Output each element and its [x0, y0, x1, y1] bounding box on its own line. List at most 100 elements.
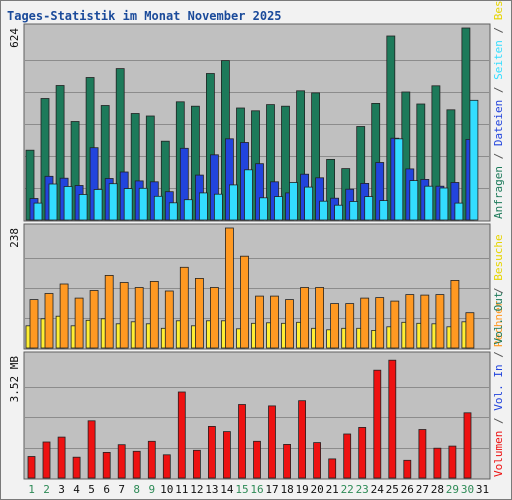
legend-entry: / [492, 146, 505, 166]
rechner-bar-day-18 [285, 299, 294, 349]
volumen-bar-day-2 [42, 441, 51, 479]
volumen-bar-day-9 [147, 440, 156, 479]
volumen-bar-day-30 [463, 412, 472, 479]
day-label-25: 25 [386, 483, 399, 496]
seiten-bar-day-20 [319, 200, 329, 221]
seiten-bar-day-8 [138, 187, 148, 221]
rechner-bar-day-15 [240, 255, 249, 349]
rechner-bar-day-29 [450, 279, 460, 349]
rechner-bar-day-27 [420, 294, 430, 349]
day-label-6: 6 [103, 483, 110, 496]
seiten-bar-day-27 [424, 185, 434, 221]
day-label-21: 21 [326, 483, 339, 496]
rechner-bar-day-7 [119, 282, 129, 349]
volumen-bar-day-8 [132, 450, 141, 479]
seiten-bar-day-6 [108, 183, 118, 221]
rechner-bar-day-6 [104, 274, 114, 349]
seiten-bar-day-25 [394, 138, 404, 221]
seiten-bar-day-7 [123, 188, 133, 221]
day-label-17: 17 [265, 483, 278, 496]
panel-2-legend: Rechner / Besuche [492, 234, 505, 347]
rechner-bar-day-25 [390, 300, 400, 349]
volumen-bar-day-11 [177, 391, 186, 479]
rechner-bar-day-8 [134, 287, 144, 349]
rechner-bar-day-9 [149, 280, 159, 349]
day-label-4: 4 [73, 483, 80, 496]
day-label-30: 30 [461, 483, 474, 496]
rechner-bar-day-12 [194, 277, 204, 349]
day-label-26: 26 [401, 483, 414, 496]
volumen-bar-day-16 [253, 440, 261, 479]
volumen-bar-day-5 [87, 420, 96, 479]
day-label-22: 22 [341, 483, 354, 496]
legend-entry: Anfragen [492, 166, 505, 219]
legend-entry: / [492, 80, 505, 100]
panel-3-legend: Volumen / Vol. In / Vol. Out [492, 292, 505, 477]
day-label-10: 10 [160, 483, 173, 496]
volumen-bar-day-26 [403, 459, 412, 479]
rechner-bar-day-13 [209, 287, 219, 349]
seiten-bar-day-2 [48, 183, 58, 221]
volumen-bar-day-28 [433, 447, 442, 479]
rechner-bar-day-16 [255, 295, 264, 349]
volumen-bar-day-15 [238, 404, 246, 479]
legend-entry: Vol. Out [492, 292, 505, 345]
legend-entry: Seiten [492, 40, 505, 80]
seiten-bar-day-19 [304, 186, 314, 221]
volumen-bar-day-13 [207, 425, 216, 479]
day-label-2: 2 [43, 483, 50, 496]
day-label-29: 29 [446, 483, 459, 496]
rechner-bar-day-4 [74, 297, 84, 349]
legend-entry: / [492, 20, 505, 40]
day-label-9: 9 [148, 483, 155, 496]
rechner-bar-day-1 [29, 299, 39, 349]
seiten-bar-day-21 [334, 204, 344, 221]
day-label-16: 16 [250, 483, 263, 496]
day-label-5: 5 [88, 483, 95, 496]
seiten-bar-day-30 [469, 99, 479, 221]
rechner-bar-day-19 [300, 287, 310, 349]
rechner-bar-day-24 [375, 297, 385, 349]
day-label-24: 24 [371, 483, 385, 496]
volumen-bar-day-4 [72, 456, 81, 479]
seiten-bar-day-15 [244, 169, 253, 221]
rechner-bar-day-2 [44, 293, 54, 349]
seiten-bar-day-4 [78, 194, 88, 221]
seiten-bar-day-26 [409, 180, 419, 221]
seiten-bar-day-9 [153, 195, 163, 221]
rechner-bar-day-14 [224, 227, 234, 349]
rechner-bar-day-23 [360, 297, 370, 349]
panel-3-ymax-label: 3.52 MB [8, 356, 21, 403]
volumen-bar-day-29 [448, 445, 457, 479]
day-label-3: 3 [58, 483, 65, 496]
seiten-bar-day-10 [168, 202, 178, 221]
seiten-bar-day-28 [439, 187, 449, 221]
legend-entry: Dateien [492, 100, 505, 146]
legend-entry: Vol. In [492, 364, 505, 410]
seiten-bar-day-29 [454, 202, 464, 221]
seiten-bar-day-1 [33, 202, 43, 221]
seiten-bar-day-13 [213, 193, 223, 221]
rechner-bar-day-30 [465, 312, 475, 349]
rechner-bar-day-20 [315, 287, 325, 349]
volumen-bar-day-14 [222, 431, 231, 479]
rechner-bar-day-17 [270, 295, 279, 349]
seiten-bar-day-24 [379, 200, 389, 221]
seiten-bar-day-5 [93, 189, 103, 221]
volumen-bar-day-19 [298, 400, 307, 479]
volumen-bar-day-17 [268, 405, 276, 479]
seiten-bar-day-14 [228, 184, 238, 221]
legend-entry: Besuche [492, 234, 505, 280]
volumen-bar-day-6 [102, 451, 111, 479]
rechner-bar-day-28 [435, 294, 445, 349]
seiten-bar-day-17 [274, 196, 283, 221]
day-label-13: 13 [205, 483, 218, 496]
legend-entry: Rechner [492, 300, 505, 347]
legend-entry: / [492, 411, 505, 431]
rechner-bar-day-10 [164, 290, 174, 349]
day-label-8: 8 [133, 483, 140, 496]
volumen-bar-day-10 [162, 454, 171, 479]
day-label-1: 1 [28, 483, 35, 496]
panel-2-ymax-label: 238 [8, 228, 21, 248]
